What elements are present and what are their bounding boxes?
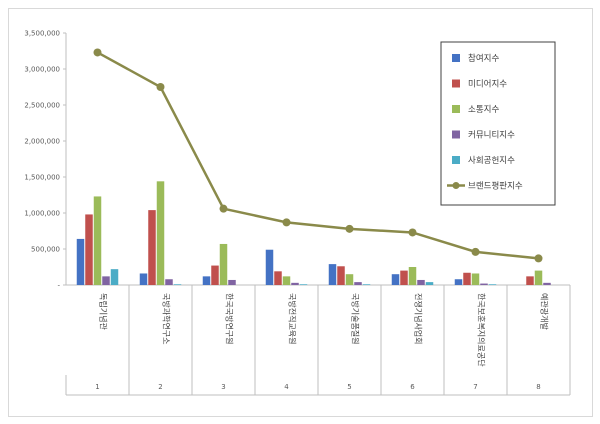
category-label: 예관광개발 bbox=[540, 293, 550, 330]
category-number: 8 bbox=[536, 383, 540, 391]
category-label: 한국보훈복지의료공단 bbox=[477, 293, 487, 367]
bar-1 bbox=[391, 274, 400, 285]
bar-1 bbox=[76, 238, 85, 285]
bar-3 bbox=[219, 243, 228, 285]
bar-1 bbox=[328, 264, 337, 285]
legend-swatch bbox=[452, 130, 460, 139]
legend-label: 참여지수 bbox=[468, 53, 499, 64]
legend-label: 미디어지수 bbox=[468, 79, 507, 90]
bar-5 bbox=[173, 284, 182, 285]
legend-box bbox=[440, 41, 556, 206]
bar-3 bbox=[408, 267, 417, 285]
reputation-point bbox=[93, 48, 102, 57]
category-label: 전쟁기념사업회 bbox=[414, 293, 424, 345]
category-number: 3 bbox=[221, 383, 225, 391]
bar-1 bbox=[139, 273, 148, 285]
bar-1 bbox=[202, 276, 211, 285]
category-label: 한국국방연구원 bbox=[225, 293, 235, 345]
legend-label: 커뮤니티지수 bbox=[468, 130, 515, 141]
bar-3 bbox=[156, 181, 165, 285]
bar-4 bbox=[102, 276, 110, 285]
bar-2 bbox=[85, 214, 93, 285]
category-number: 7 bbox=[473, 383, 477, 391]
legend-marker bbox=[452, 182, 460, 189]
category-number: 1 bbox=[95, 383, 99, 391]
category-number: 4 bbox=[284, 383, 289, 391]
legend-label: 브랜드평판지수 bbox=[468, 181, 523, 192]
bar-3 bbox=[345, 274, 354, 285]
legend-label: 사회공헌지수 bbox=[468, 156, 515, 166]
bar-5 bbox=[299, 284, 308, 285]
bar-3 bbox=[534, 270, 543, 285]
legend-swatch bbox=[452, 54, 460, 62]
bar-4 bbox=[354, 282, 362, 285]
y-tick-label: 1,500,000 bbox=[24, 174, 60, 182]
category-label: 국방기술품질원 bbox=[351, 293, 361, 345]
bar-5 bbox=[110, 269, 119, 285]
reputation-line bbox=[96, 51, 539, 260]
bar-5 bbox=[488, 284, 497, 285]
y-tick-label: 3,500,000 bbox=[24, 30, 60, 38]
bar-2 bbox=[148, 210, 156, 285]
reputation-point bbox=[471, 247, 480, 256]
y-tick-label: 2,500,000 bbox=[24, 102, 60, 110]
bar-4 bbox=[417, 279, 425, 285]
reputation-point bbox=[156, 83, 165, 91]
reputation-point bbox=[345, 224, 354, 233]
y-tick-label: 3,000,000 bbox=[24, 66, 60, 74]
category-label: 독립기념관 bbox=[99, 293, 109, 330]
bar-3 bbox=[471, 273, 480, 285]
category-number: 6 bbox=[410, 383, 415, 391]
legend-label: 소통지수 bbox=[468, 105, 499, 115]
bar-1 bbox=[454, 279, 463, 285]
category-number: 5 bbox=[347, 383, 351, 391]
bar-2 bbox=[274, 271, 282, 285]
bar-4 bbox=[480, 283, 488, 285]
bar-1 bbox=[265, 249, 274, 285]
bar-3 bbox=[282, 276, 291, 285]
bar-3 bbox=[93, 196, 102, 285]
bar-4 bbox=[291, 282, 299, 285]
bar-2 bbox=[463, 272, 471, 285]
reputation-point bbox=[219, 204, 228, 213]
bars bbox=[76, 181, 551, 285]
bar-2 bbox=[526, 276, 534, 285]
category-label: 국방과학연구소 bbox=[162, 293, 172, 345]
y-tick-label: 500,000 bbox=[31, 246, 60, 254]
y-tick-label: 2,000,000 bbox=[24, 138, 60, 146]
reputation-point bbox=[408, 228, 417, 237]
reputation-point bbox=[534, 254, 543, 263]
axis-labels: - 500,000 1,000,000 1,500,000 2,000,000 2,500… bbox=[24, 30, 549, 392]
legend-swatch bbox=[452, 79, 460, 88]
reputation-point bbox=[282, 218, 291, 227]
bar-4 bbox=[543, 282, 551, 285]
bar-5 bbox=[425, 282, 434, 285]
bar-2 bbox=[211, 265, 219, 285]
bar-2 bbox=[400, 270, 408, 285]
legend-swatch bbox=[452, 105, 460, 113]
category-number: 2 bbox=[158, 383, 162, 391]
bar-2 bbox=[337, 266, 345, 285]
category-label: 국방전직교육원 bbox=[288, 293, 298, 345]
bar-5 bbox=[362, 284, 371, 285]
legend-swatch bbox=[452, 156, 460, 164]
y-tick-label: 1,000,000 bbox=[24, 210, 60, 218]
bar-4 bbox=[228, 279, 236, 285]
bar-4 bbox=[165, 279, 173, 285]
y-tick-label: - bbox=[57, 282, 60, 290]
line-series bbox=[93, 48, 543, 263]
